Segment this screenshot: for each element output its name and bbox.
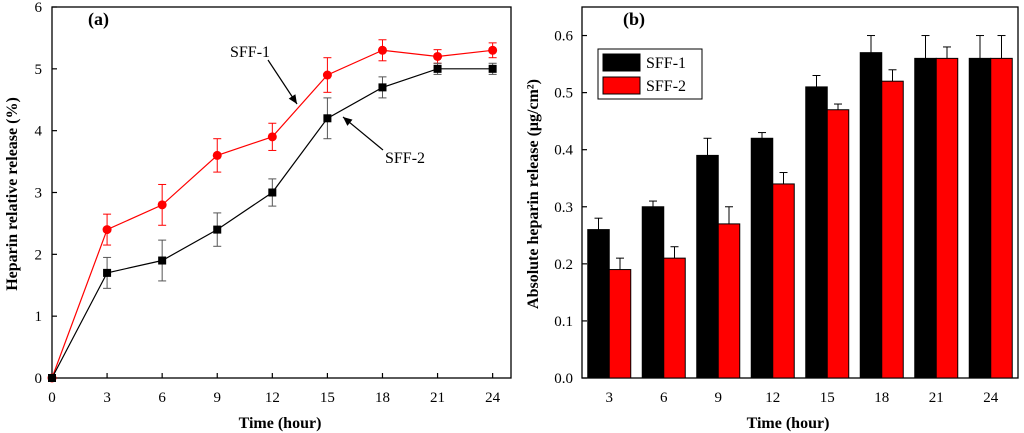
data-point-sff-1 [212,150,222,160]
panel-a-label: (a) [88,9,109,30]
panel-a-y-tick-label: 4 [35,124,43,140]
panel-a-y-tick-label: 6 [35,0,43,16]
legend-swatch-sff-1 [602,53,641,72]
data-point-sff-1 [157,200,167,210]
data-point-sff-2 [488,64,497,73]
bar-sff-1 [587,229,610,379]
panel-a-x-tick-label: 9 [213,390,221,406]
panel-a-x-tick-label: 12 [265,390,280,406]
panel-b-x-tick-label: 3 [606,390,614,406]
panel-a-line-chart: (a) Time (hour) Heparin relative release… [4,0,512,432]
data-point-sff-2 [213,225,222,234]
bar-sff-1 [968,57,992,379]
panel-b-x-tick-label: 18 [874,390,889,406]
panel-a-y-axis-title: Heparin relative release (%) [4,97,21,291]
data-point-sff-2 [433,64,442,73]
panel-a-x-tick-label: 15 [320,390,335,406]
panel-a-x-tick-label: 21 [430,390,445,406]
bar-sff-2 [990,57,1013,379]
data-point-sff-2 [378,83,387,92]
panel-a-x-tick-label: 18 [375,390,390,406]
panel-b-label: (b) [623,9,645,30]
bar-sff-2 [717,223,741,379]
panel-a-x-tick-label: 3 [103,390,111,406]
panel-a-y-tick-label: 0 [35,371,43,387]
panel-b-x-tick-label: 21 [929,390,944,406]
panel-b-y-tick-label: 0.4 [554,143,573,159]
panel-a-y-tick-label: 1 [35,309,43,325]
data-point-sff-1 [377,45,387,55]
panel-b-y-tick-label: 0.2 [554,257,573,273]
data-point-sff-2 [48,374,56,382]
annotation-arrow-sff-2-head [343,117,353,126]
annotation-sff-1: SFF-1 [230,44,270,61]
bar-sff-1 [859,52,883,379]
bar-sff-1 [750,137,774,379]
panel-a-plot-frame [51,6,512,379]
panel-b-y-tick-label: 0.1 [554,314,573,330]
panel-b-x-tick-label: 24 [983,390,999,406]
panel-b-x-tick-label: 15 [820,390,835,406]
bar-sff-1 [696,154,719,379]
panel-b-y-axis-title: Absolute heparin release (μg/cm²) [525,79,542,309]
panel-a-x-tick-label: 0 [48,390,56,406]
legend-swatch-sff-2 [602,76,641,95]
annotation-sff-2: SFF-2 [385,150,425,167]
panel-b-x-tick-label: 9 [715,390,723,406]
panel-b-x-axis-title: Time (hour) [747,415,830,432]
bar-sff-2 [608,269,632,379]
data-point-sff-1 [267,132,277,142]
series-line-sff-1 [51,49,493,379]
bar-sff-2 [935,57,959,379]
data-point-sff-1 [433,51,443,61]
panel-b-x-tick-label: 12 [765,390,780,406]
bar-sff-1 [805,86,828,379]
data-point-sff-1 [322,70,332,80]
data-point-sff-2 [103,268,112,277]
bar-sff-2 [663,257,686,379]
legend-label-sff-1: SFF-1 [646,55,686,72]
panel-a-x-tick-label: 24 [485,390,501,406]
panel-a-y-tick-label: 3 [35,186,43,202]
bar-sff-2 [881,80,904,379]
panel-b-legend: SFF-1 SFF-2 [597,48,703,100]
annotation-arrow-sff-1-head [288,94,297,104]
data-point-sff-2 [323,114,332,123]
bar-sff-1 [914,57,937,379]
data-point-sff-1 [102,225,112,235]
data-point-sff-1 [488,45,498,55]
panel-b-y-tick-label: 0.6 [554,29,573,45]
series-line-sff-2 [51,68,493,379]
data-point-sff-2 [158,256,167,265]
panel-a-y-tick-label: 5 [35,62,43,78]
panel-a-x-axis-title: Time (hour) [239,415,322,432]
data-point-sff-2 [268,188,277,197]
panel-b-plot-frame [581,6,1019,379]
panel-b-bar-chart: (b) Time (hour) Absolute heparin release… [525,6,1019,432]
legend-label-sff-2: SFF-2 [646,78,686,95]
panel-b-y-tick-label: 0.3 [554,200,573,216]
panel-a-x-tick-label: 6 [158,390,166,406]
panel-b-y-tick-label: 0.5 [554,86,573,102]
bar-sff-1 [641,206,665,379]
bar-sff-2 [772,183,795,379]
panel-b-x-tick-label: 6 [660,390,668,406]
bar-sff-2 [826,109,850,379]
panel-a-y-tick-label: 2 [35,247,43,263]
panel-b-y-tick-label: 0.0 [554,371,573,387]
